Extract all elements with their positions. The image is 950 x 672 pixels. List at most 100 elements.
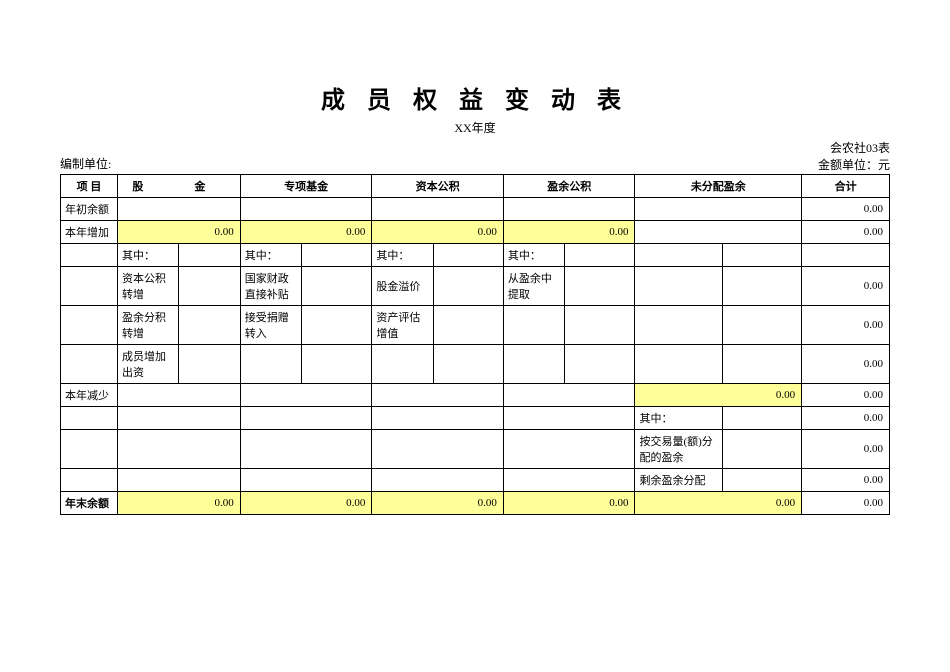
- th-capital: 股 金: [118, 175, 241, 198]
- row-of-which: 其中： 其中： 其中： 其中：: [61, 244, 890, 267]
- cell: [372, 345, 433, 384]
- row-end-balance: 年末余额 0.00 0.00 0.00 0.00 0.00 0.00: [61, 492, 890, 515]
- row-this-year-inc: 本年增加 0.00 0.00 0.00 0.00 0.00: [61, 221, 890, 244]
- cell-label: 本年减少: [61, 384, 118, 407]
- cell: 0.00: [503, 221, 635, 244]
- cell: 接受捐赠转入: [240, 306, 301, 345]
- cell: [565, 244, 635, 267]
- th-special-fund: 专项基金: [240, 175, 372, 198]
- cell: 其中：: [635, 407, 723, 430]
- cell: [240, 407, 372, 430]
- cell: [302, 306, 372, 345]
- cell: [503, 407, 635, 430]
- cell: [61, 306, 118, 345]
- cell: [302, 345, 372, 384]
- cell: [635, 244, 723, 267]
- cell: 盈余分积转增: [118, 306, 179, 345]
- cell: 0.00: [240, 221, 372, 244]
- header-meta: 编制单位: 会农社03表 金额单位：元: [60, 140, 890, 172]
- cell: [240, 345, 301, 384]
- cell: 其中：: [240, 244, 301, 267]
- cell: [118, 469, 241, 492]
- cell: [723, 407, 802, 430]
- cell: [372, 469, 504, 492]
- th-capital-reserve: 资本公积: [372, 175, 504, 198]
- cell: [179, 244, 240, 267]
- cell: [723, 267, 802, 306]
- cell: [723, 345, 802, 384]
- cell: [118, 430, 241, 469]
- cell-label: 年末余额: [61, 492, 118, 515]
- cell: 国家财政直接补贴: [240, 267, 301, 306]
- cell: [302, 267, 372, 306]
- cell: [503, 384, 635, 407]
- row-detail-3: 成员增加出资 0.00: [61, 345, 890, 384]
- cell-total: 0.00: [802, 469, 890, 492]
- cell: 其中：: [503, 244, 564, 267]
- cell-total: 0.00: [802, 345, 890, 384]
- cell: [503, 306, 564, 345]
- cell: [565, 306, 635, 345]
- cell: [635, 345, 723, 384]
- cell: [433, 345, 503, 384]
- cell: [179, 345, 240, 384]
- cell: [61, 345, 118, 384]
- cell-total: 0.00: [802, 267, 890, 306]
- cell: [635, 221, 802, 244]
- cell: 0.00: [118, 221, 241, 244]
- cell: [240, 198, 372, 221]
- cell: [118, 407, 241, 430]
- row-detail-1: 资本公积转增 国家财政直接补贴 股金溢价 从盈余中提取 0.00: [61, 267, 890, 306]
- cell: 资产评估增值: [372, 306, 433, 345]
- cell: 0.00: [635, 384, 802, 407]
- cell-total: 0.00: [802, 221, 890, 244]
- cell-total: 0.00: [802, 384, 890, 407]
- cell: [61, 469, 118, 492]
- th-total: 合计: [802, 175, 890, 198]
- cell: [723, 430, 802, 469]
- form-code: 会农社03表: [818, 140, 890, 157]
- org-label: 编制单位:: [60, 155, 111, 172]
- cell: 0.00: [372, 221, 504, 244]
- table-header-row: 项 目 股 金 专项基金 资本公积 盈余公积 未分配盈余 合计: [61, 175, 890, 198]
- cell: [61, 267, 118, 306]
- cell-label: 本年增加: [61, 221, 118, 244]
- cell: [179, 267, 240, 306]
- cell: 其中：: [118, 244, 179, 267]
- cell: [372, 407, 504, 430]
- cell: [61, 407, 118, 430]
- cell-total: 0.00: [802, 430, 890, 469]
- cell: 剩余盈余分配: [635, 469, 723, 492]
- cell: [635, 267, 723, 306]
- cell: 资本公积转增: [118, 267, 179, 306]
- row-this-year-dec: 本年减少 0.00 0.00: [61, 384, 890, 407]
- cell: [372, 430, 504, 469]
- cell: [433, 267, 503, 306]
- equity-change-table: 项 目 股 金 专项基金 资本公积 盈余公积 未分配盈余 合计 年初余额 0.0…: [60, 174, 890, 515]
- cell: 0.00: [240, 492, 372, 515]
- cell: [240, 430, 372, 469]
- cell: 其中：: [372, 244, 433, 267]
- row-dec-of-which: 其中： 0.00: [61, 407, 890, 430]
- cell-label: 年初余额: [61, 198, 118, 221]
- cell: 股金溢价: [372, 267, 433, 306]
- row-begin-balance: 年初余额 0.00: [61, 198, 890, 221]
- cell: [802, 244, 890, 267]
- cell: [372, 384, 504, 407]
- cell: 成员增加出资: [118, 345, 179, 384]
- cell: [302, 244, 372, 267]
- cell: 按交易量(额)分配的盈余: [635, 430, 723, 469]
- cell: [179, 306, 240, 345]
- cell: [723, 469, 802, 492]
- th-item: 项 目: [61, 175, 118, 198]
- cell: [433, 306, 503, 345]
- row-detail-2: 盈余分积转增 接受捐赠转入 资产评估增值 0.00: [61, 306, 890, 345]
- cell: [635, 198, 802, 221]
- th-undist-profit: 未分配盈余: [635, 175, 802, 198]
- cell-total: 0.00: [802, 407, 890, 430]
- cell: [723, 306, 802, 345]
- cell: [118, 384, 241, 407]
- page-subtitle: XX年度: [60, 119, 890, 136]
- cell: [503, 469, 635, 492]
- cell: [433, 244, 503, 267]
